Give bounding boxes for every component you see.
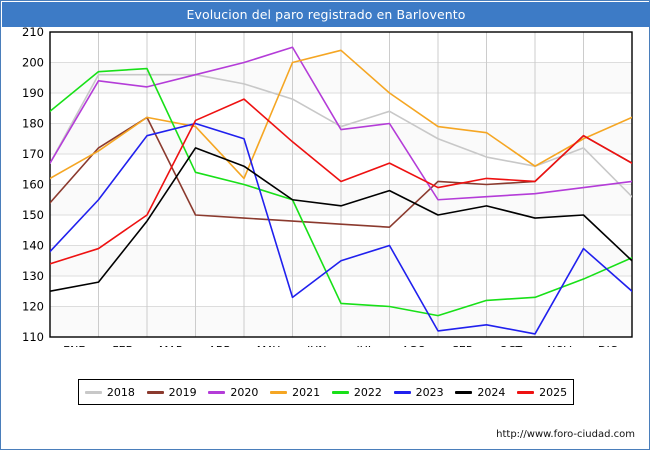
plot-border [49, 31, 633, 338]
window-title-bar: Evolucion del paro registrado en Barlove… [2, 2, 650, 27]
plot-area: 110 120 130 140 150 160 170 180 190 200 210 ENE FEB… [1, 27, 650, 347]
legend-swatch-icon [146, 390, 164, 394]
x-axis-tick-label: MAR [159, 344, 184, 347]
y-axis-tick-label: 200 [22, 56, 44, 70]
x-axis-tick-label: ABR [208, 344, 231, 347]
series-line-2022 [50, 67, 632, 317]
legend-item-2020[interactable]: 2020 [203, 387, 265, 398]
x-axis-tick-label: NOV [547, 344, 572, 347]
legend-item-2023[interactable]: 2023 [388, 387, 450, 398]
x-axis-tick-label: DIC [598, 344, 618, 347]
legend-item-2019[interactable]: 2019 [141, 387, 203, 398]
y-axis-ticks: 110 120 130 140 150 160 170 180 190 200 210 [22, 27, 44, 344]
x-axis-tick-label: SEP [452, 344, 473, 347]
y-axis-tick-label: 130 [22, 269, 44, 283]
legend-swatch-icon [208, 390, 226, 394]
y-axis-tick-label: 150 [22, 208, 44, 222]
legend-label: 2023 [415, 385, 444, 399]
series-line-2025 [50, 98, 632, 265]
source-url: http://www.foro-ciudad.com [496, 429, 635, 440]
data-series-group [50, 46, 632, 335]
y-axis-tick-label: 110 [22, 330, 44, 344]
y-axis-tick-label: 190 [22, 86, 44, 100]
legend-item-2021[interactable]: 2021 [264, 387, 326, 398]
legend-swatch-icon [455, 390, 473, 394]
y-axis-tick-label: 170 [22, 147, 44, 161]
x-axis-tick-label: JUL [356, 344, 375, 347]
x-axis-ticks: ENE FEB MAR ABR MAY JUN JUL AGO SEP OCT NOV DIC [63, 344, 618, 347]
legend-swatch-icon [270, 390, 288, 394]
series-line-2021 [50, 49, 632, 180]
legend-label: 2025 [539, 385, 568, 399]
x-axis-tick-label: JUN [306, 344, 327, 347]
legend-label: 2022 [353, 385, 382, 399]
legend-label: 2019 [168, 385, 197, 399]
legend-swatch-icon [331, 390, 349, 394]
page-title: Evolucion del paro registrado en Barlove… [186, 7, 466, 22]
x-axis-tick-label: ENE [63, 344, 85, 347]
legend-item-2022[interactable]: 2022 [326, 387, 388, 398]
legend-label: 2018 [106, 385, 135, 399]
x-axis-tick-label: MAY [257, 344, 280, 347]
legend-swatch-icon [517, 390, 535, 394]
y-axis-tick-label: 140 [22, 239, 44, 253]
y-axis-tick-label: 210 [22, 27, 44, 39]
legend-item-2024[interactable]: 2024 [450, 387, 512, 398]
legend-swatch-icon [84, 390, 102, 394]
y-axis-tick-label: 160 [22, 178, 44, 192]
y-axis-tick-label: 180 [22, 117, 44, 131]
legend-swatch-icon [393, 390, 411, 394]
legend-item-2025[interactable]: 2025 [511, 387, 573, 398]
legend-label: 2024 [477, 385, 506, 399]
legend-label: 2021 [292, 385, 321, 399]
series-line-2020 [50, 46, 632, 201]
legend-item-2018[interactable]: 2018 [79, 387, 141, 398]
line-chart: 110 120 130 140 150 160 170 180 190 200 210 ENE FEB… [22, 27, 633, 347]
x-axis-tick-label: AGO [401, 344, 426, 347]
chart-legend: 2018 2019 2020 2021 2022 2023 2024 2025 [78, 379, 574, 405]
legend-label: 2020 [230, 385, 259, 399]
x-axis-tick-label: OCT [499, 344, 522, 347]
series-line-2024 [50, 147, 632, 293]
series-line-2023 [50, 122, 632, 335]
y-axis-tick-label: 120 [22, 300, 44, 314]
x-axis-tick-label: FEB [112, 344, 133, 347]
